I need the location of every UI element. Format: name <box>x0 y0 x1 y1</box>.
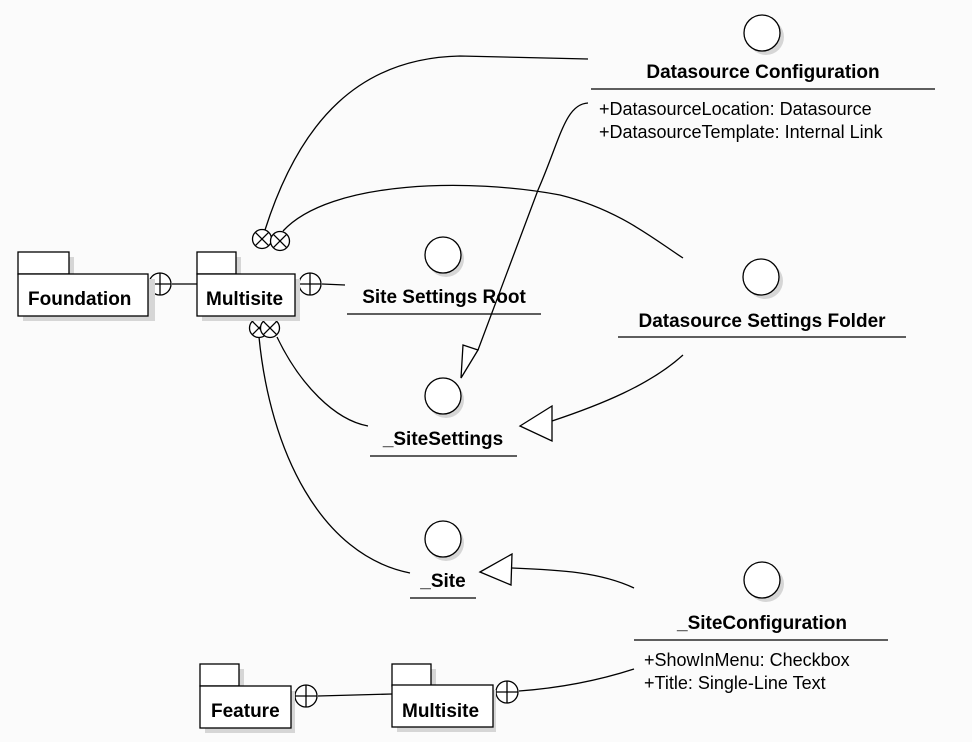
interface-icon <box>424 520 462 558</box>
template-name: _Site <box>419 571 465 592</box>
template-field: +DatasourceLocation: Datasource <box>599 99 872 119</box>
containment-plus-icon <box>298 272 322 296</box>
arrowheads <box>460 344 553 586</box>
template-name: _SiteSettings <box>382 429 503 450</box>
template-name: Datasource Configuration <box>646 62 879 83</box>
package-multisite[interactable]: Multisite <box>196 251 300 321</box>
template-name: Datasource Settings Folder <box>638 311 886 332</box>
nesting-cross-icon <box>269 230 291 252</box>
connector-multisite-siteconfiguration <box>518 668 635 692</box>
interface-icon <box>424 236 462 274</box>
template-datasource-configuration[interactable]: Datasource Configuration +DatasourceLoca… <box>591 14 935 142</box>
template-datasource-settings-folder[interactable]: Datasource Settings Folder <box>618 258 906 338</box>
connector-multisite-site <box>258 336 411 574</box>
generalization-arrowhead <box>518 404 553 443</box>
interface-icon <box>742 258 780 296</box>
template-site[interactable]: _Site <box>410 520 476 599</box>
package-foundation[interactable]: Foundation <box>17 251 155 321</box>
connector-datasource-configuration-to-sitesettings <box>477 102 589 351</box>
package-name: Multisite <box>402 701 479 722</box>
template-name: _SiteConfiguration <box>676 613 847 634</box>
containment-symbols <box>148 228 519 708</box>
containment-plus-icon <box>495 680 519 704</box>
template-sitesettings[interactable]: _SiteSettings <box>370 377 517 457</box>
connector-multisite-sitesettings <box>276 336 369 427</box>
package-multisite-feature[interactable]: Multisite <box>391 663 496 732</box>
interface-icon <box>743 561 781 599</box>
containment-plus-icon <box>294 684 318 708</box>
template-field: +ShowInMenu: Checkbox <box>644 650 850 670</box>
template-name: Site Settings Root <box>362 287 526 308</box>
nesting-cross-icon <box>259 317 281 339</box>
connector-multisite-datasource-configuration <box>264 55 589 231</box>
template-siteconfiguration[interactable]: _SiteConfiguration +ShowInMenu: Checkbox… <box>634 561 888 693</box>
interface-icon <box>424 377 462 415</box>
interface-icon <box>743 14 781 52</box>
connectors <box>172 55 684 697</box>
connector-datasource-settings-folder-to-sitesettings <box>551 354 684 422</box>
package-feature[interactable]: Feature <box>199 663 295 733</box>
generalization-arrowhead <box>460 344 479 379</box>
connector-multisite-site-settings-root <box>321 283 346 286</box>
template-site-settings-root[interactable]: Site Settings Root <box>347 236 541 315</box>
connector-multisite-datasource-settings-folder <box>282 184 684 259</box>
package-name: Feature <box>211 701 280 722</box>
package-name: Multisite <box>206 289 283 310</box>
template-field: +Title: Single-Line Text <box>644 673 826 693</box>
package-name: Foundation <box>28 289 131 310</box>
generalization-arrowhead <box>478 552 513 586</box>
template-field: +DatasourceTemplate: Internal Link <box>599 122 884 142</box>
connector-siteconfiguration-to-site <box>511 567 635 589</box>
connector-feature-multisite <box>317 693 393 697</box>
nesting-cross-icon <box>251 228 273 250</box>
